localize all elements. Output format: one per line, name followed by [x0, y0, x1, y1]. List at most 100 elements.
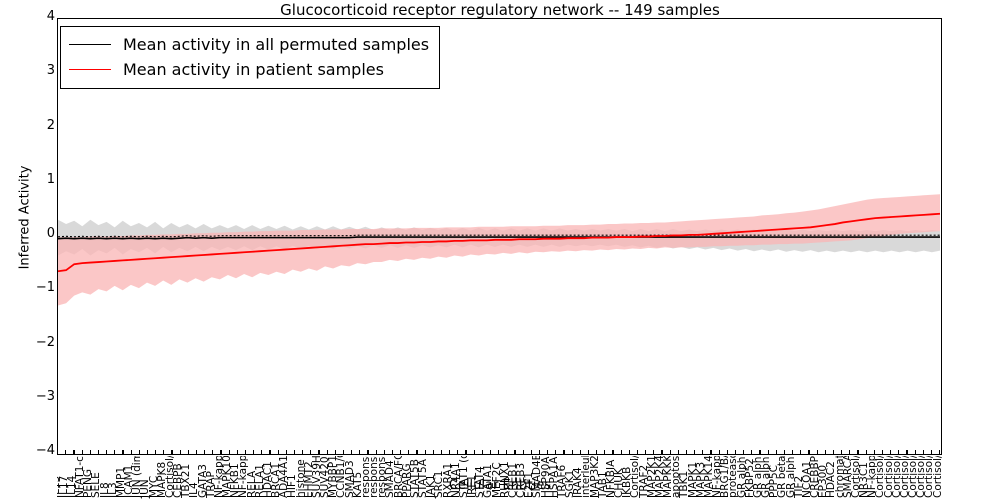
x-tick-mark [440, 450, 443, 455]
x-tick-mark [285, 450, 287, 455]
x-tick-mark [293, 450, 296, 455]
legend-item: Mean activity in all permuted samples [69, 32, 429, 57]
x-tick-mark [122, 450, 124, 455]
x-tick-mark [416, 450, 418, 455]
x-tick-mark [514, 450, 516, 455]
x-tick-mark [587, 450, 590, 455]
x-tick-mark [832, 450, 835, 455]
x-tick-mark [792, 450, 794, 455]
x-tick-mark [645, 450, 647, 455]
permuted-mean-line [58, 236, 940, 240]
y-tick-label: 4 [46, 9, 55, 24]
x-tick-mark [138, 450, 140, 455]
x-tick-mark [351, 450, 353, 455]
x-tick-mark [106, 450, 108, 455]
x-tick-mark [604, 450, 606, 455]
x-tick-mark [277, 450, 279, 455]
x-tick-mark [89, 450, 91, 455]
x-tick-mark [408, 450, 410, 455]
x-tick-mark [669, 450, 671, 455]
patient-mean-line [58, 212, 941, 273]
x-tick-mark [702, 450, 704, 455]
x-tick-mark [710, 450, 712, 455]
x-tick-mark [653, 450, 655, 455]
x-tick-mark [65, 450, 67, 455]
x-tick-mark [391, 450, 394, 455]
x-tick-mark [628, 450, 630, 455]
x-tick-mark [432, 450, 434, 455]
x-tick-mark [759, 450, 761, 455]
x-tick-mark [612, 450, 614, 455]
y-tick-label: −4 [35, 443, 55, 458]
x-tick-mark [302, 450, 304, 455]
x-tick-mark [743, 450, 745, 455]
x-tick-mark [146, 450, 149, 455]
x-tick-mark [620, 450, 622, 455]
x-tick-mark [530, 450, 532, 455]
x-tick-mark [179, 450, 181, 455]
x-tick-mark [244, 450, 247, 455]
x-tick-mark [775, 450, 777, 455]
x-tick-mark [506, 450, 508, 455]
x-tick-mark [163, 450, 165, 455]
x-tick-mark [547, 450, 549, 455]
x-tick-mark [334, 450, 336, 455]
x-tick-mark [914, 450, 916, 455]
x-tick-mark [449, 450, 451, 455]
x-tick-mark [342, 450, 345, 455]
x-tick-mark [865, 450, 867, 455]
x-tick-mark [661, 450, 663, 455]
chart-legend: Mean activity in all permuted samples Me… [60, 26, 441, 89]
x-tick-mark [253, 450, 255, 455]
x-tick-mark [187, 450, 189, 455]
legend-label-patient: Mean activity in patient samples [123, 60, 384, 79]
x-tick-mark [898, 450, 900, 455]
x-tick-mark [841, 450, 843, 455]
x-tick-mark [204, 450, 206, 455]
x-tick-mark [808, 450, 810, 455]
x-tick-mark [751, 450, 753, 455]
x-tick-mark [939, 450, 941, 455]
y-axis-label: Inferred Activity [17, 165, 33, 270]
legend-item: Mean activity in patient samples [69, 57, 429, 82]
x-tick-mark [498, 450, 500, 455]
x-tick-mark [155, 450, 157, 455]
x-tick-label: Cortisol/GR alpha (monomer) [932, 456, 942, 498]
x-tick-mark [326, 450, 328, 455]
patient-confidence-band [58, 194, 940, 306]
x-tick-mark [783, 450, 786, 455]
x-tick-mark [228, 450, 230, 455]
x-tick-mark [579, 450, 581, 455]
legend-swatch-patient [69, 69, 111, 70]
plot-area [57, 18, 942, 455]
x-axis-label: Cellular Entities [448, 478, 552, 493]
x-tick-mark [359, 450, 361, 455]
x-tick-mark [930, 450, 933, 455]
x-tick-mark [734, 450, 737, 455]
x-tick-mark [195, 450, 198, 455]
x-tick-mark [367, 450, 369, 455]
x-tick-mark [563, 450, 565, 455]
x-tick-mark [824, 450, 826, 455]
x-tick-mark [97, 450, 100, 455]
x-tick-mark [424, 450, 426, 455]
x-tick-mark [481, 450, 483, 455]
x-tick-mark [873, 450, 875, 455]
x-tick-mark [473, 450, 475, 455]
x-tick-mark [375, 450, 377, 455]
x-tick-mark [685, 450, 688, 455]
y-tick-label: 2 [46, 117, 55, 133]
x-tick-mark [236, 450, 238, 455]
y-tick-label: −1 [35, 280, 55, 296]
x-tick-mark [906, 450, 908, 455]
x-tick-mark [318, 450, 320, 455]
x-tick-mark [694, 450, 696, 455]
legend-label-permuted: Mean activity in all permuted samples [123, 35, 430, 54]
x-tick-mark [57, 450, 59, 455]
x-tick-mark [383, 450, 385, 455]
y-tick-label: 1 [46, 171, 55, 187]
permuted-mean-line-dotted [58, 234, 940, 238]
x-tick-mark [636, 450, 639, 455]
x-tick-mark [220, 450, 222, 455]
